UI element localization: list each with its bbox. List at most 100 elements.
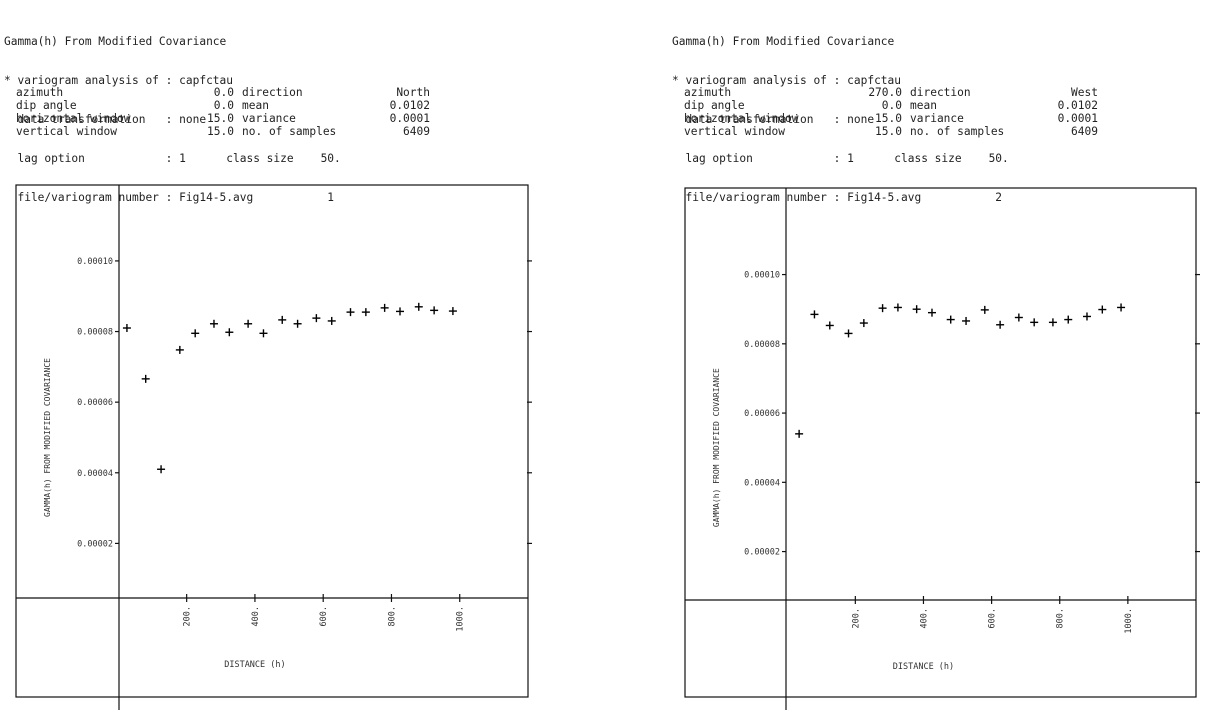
y-tick-label: 0.00008 <box>77 328 113 338</box>
header-lag-option: lag option : 1 class size 50. <box>4 152 341 165</box>
plot-frame <box>15 184 529 698</box>
data-point <box>259 329 268 338</box>
param-value: 15.0 <box>207 125 234 138</box>
data-point <box>122 324 131 333</box>
data-point <box>225 328 234 337</box>
param-label: mean <box>910 99 937 112</box>
header-block: Gamma(h) From Modified Covariance * vari… <box>672 9 1009 230</box>
y-tick-label: 0.00002 <box>744 548 780 558</box>
param-label: no. of samples <box>910 125 1005 138</box>
data-point <box>962 316 971 325</box>
data-point <box>1117 303 1126 312</box>
data-point <box>893 303 902 312</box>
data-point <box>396 307 404 316</box>
param-label: horizontal window <box>16 112 131 125</box>
data-point <box>175 345 184 354</box>
data-point <box>1048 318 1057 327</box>
x-tick-label: 600. <box>988 608 998 628</box>
param-label: direction <box>910 86 971 99</box>
x-tick-label: 1000. <box>1124 608 1134 634</box>
param-value: 0.0001 <box>389 112 430 125</box>
data-point <box>795 429 804 438</box>
header-title: Gamma(h) From Modified Covariance <box>672 35 895 48</box>
param-value: 15.0 <box>875 125 902 138</box>
data-point <box>380 303 389 312</box>
param-value: 6409 <box>403 125 430 138</box>
header-file: file/variogram number : Fig14-5.avg 1 <box>4 191 335 204</box>
y-axis-label: GAMMA(h) FROM MODIFIED COVARIANCE <box>43 358 52 517</box>
param-label: no. of samples <box>242 125 337 138</box>
y-tick-label: 0.00010 <box>77 257 113 267</box>
data-point <box>346 308 355 317</box>
param-value: 0.0 <box>213 99 234 112</box>
x-tick-label: 200. <box>183 606 193 626</box>
header-file: file/variogram number : Fig14-5.avg 2 <box>672 191 1003 204</box>
data-point <box>430 306 439 315</box>
data-point <box>244 319 253 328</box>
data-point <box>141 374 150 383</box>
x-tick-label: 600. <box>319 606 329 626</box>
param-value: 15.0 <box>875 112 902 125</box>
param-value: 270.0 <box>868 86 902 99</box>
data-point <box>878 304 887 313</box>
y-axis-label: GAMMA(h) FROM MODIFIED COVARIANCE <box>712 368 721 527</box>
param-label: variance <box>910 112 964 125</box>
header-transformation: data transformation : none <box>4 113 207 126</box>
plot-frame <box>684 187 1197 698</box>
x-tick-label: 400. <box>919 608 929 628</box>
param-label: dip angle <box>684 99 745 112</box>
param-value: 0.0 <box>881 99 902 112</box>
param-value: 0.0102 <box>1057 99 1098 112</box>
x-tick-label: 200. <box>851 608 861 628</box>
header-analysis: * variogram analysis of : capfctau <box>4 74 234 87</box>
data-point <box>414 302 423 311</box>
data-point <box>448 307 457 316</box>
variogram-plot-west: 0.00002 0.00004 0.00006 0.00008 0.00010 200. 4… <box>684 187 1200 710</box>
param-value: North <box>396 86 430 99</box>
x-axis-label: DISTANCE (h) <box>224 660 285 670</box>
y-tick-label: 0.00010 <box>744 271 780 281</box>
param-label: horizontal window <box>684 112 799 125</box>
header-lag-option: lag option : 1 class size 50. <box>672 152 1009 165</box>
data-point <box>927 308 936 317</box>
data-point <box>810 310 819 319</box>
param-value: 0.0 <box>213 86 234 99</box>
param-value: West <box>1071 86 1098 99</box>
data-point <box>996 320 1005 329</box>
y-tick-label: 0.00004 <box>744 478 780 488</box>
param-label: vertical window <box>684 125 786 138</box>
header-analysis: * variogram analysis of : capfctau <box>672 74 902 87</box>
y-tick-label: 0.00008 <box>744 340 780 350</box>
data-point <box>1064 315 1073 324</box>
data-point <box>1014 313 1023 322</box>
param-value: 0.0001 <box>1057 112 1098 125</box>
header-transformation: data transformation : none <box>672 113 875 126</box>
variogram-panel-west: Gamma(h) From Modified Covariance * vari… <box>668 0 1206 710</box>
data-point <box>1098 305 1107 314</box>
data-point <box>191 329 200 338</box>
x-tick-label: 800. <box>387 606 397 626</box>
x-axis-label: DISTANCE (h) <box>893 662 954 672</box>
param-label: azimuth <box>16 86 64 99</box>
data-point <box>361 308 370 317</box>
param-label: variance <box>242 112 296 125</box>
param-label: azimuth <box>684 86 732 99</box>
data-point <box>912 305 921 314</box>
param-value: 15.0 <box>207 112 234 125</box>
y-tick-label: 0.00006 <box>77 398 113 408</box>
data-point <box>825 321 834 330</box>
data-point <box>209 319 218 328</box>
data-point <box>844 329 853 338</box>
data-point <box>859 319 868 328</box>
param-label: dip angle <box>16 99 77 112</box>
x-tick-label: 400. <box>251 606 261 626</box>
param-label: direction <box>242 86 303 99</box>
data-point <box>1030 318 1039 327</box>
header-title: Gamma(h) From Modified Covariance <box>4 35 227 48</box>
header-block: Gamma(h) From Modified Covariance * vari… <box>4 9 341 230</box>
data-point <box>312 314 321 323</box>
param-value: 0.0102 <box>389 99 430 112</box>
data-point <box>1082 312 1091 321</box>
x-tick-label: 800. <box>1056 608 1066 628</box>
data-point <box>278 315 287 324</box>
